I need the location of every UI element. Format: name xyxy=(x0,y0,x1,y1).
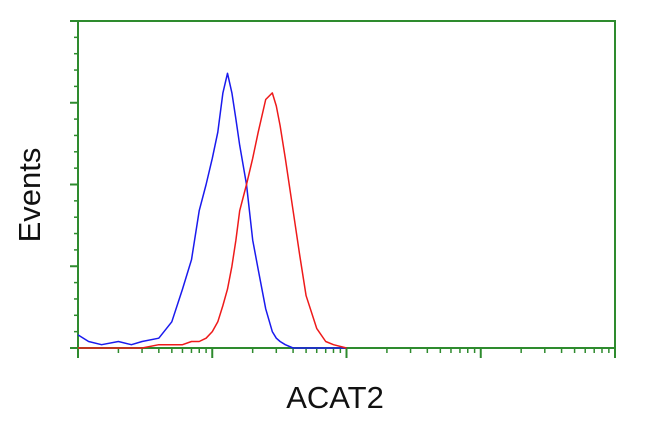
histogram-line xyxy=(78,92,347,349)
x-axis-label: ACAT2 xyxy=(286,380,384,415)
histogram-line xyxy=(77,72,347,349)
plot-frame xyxy=(77,20,616,349)
y-axis-label: Events xyxy=(12,148,47,243)
